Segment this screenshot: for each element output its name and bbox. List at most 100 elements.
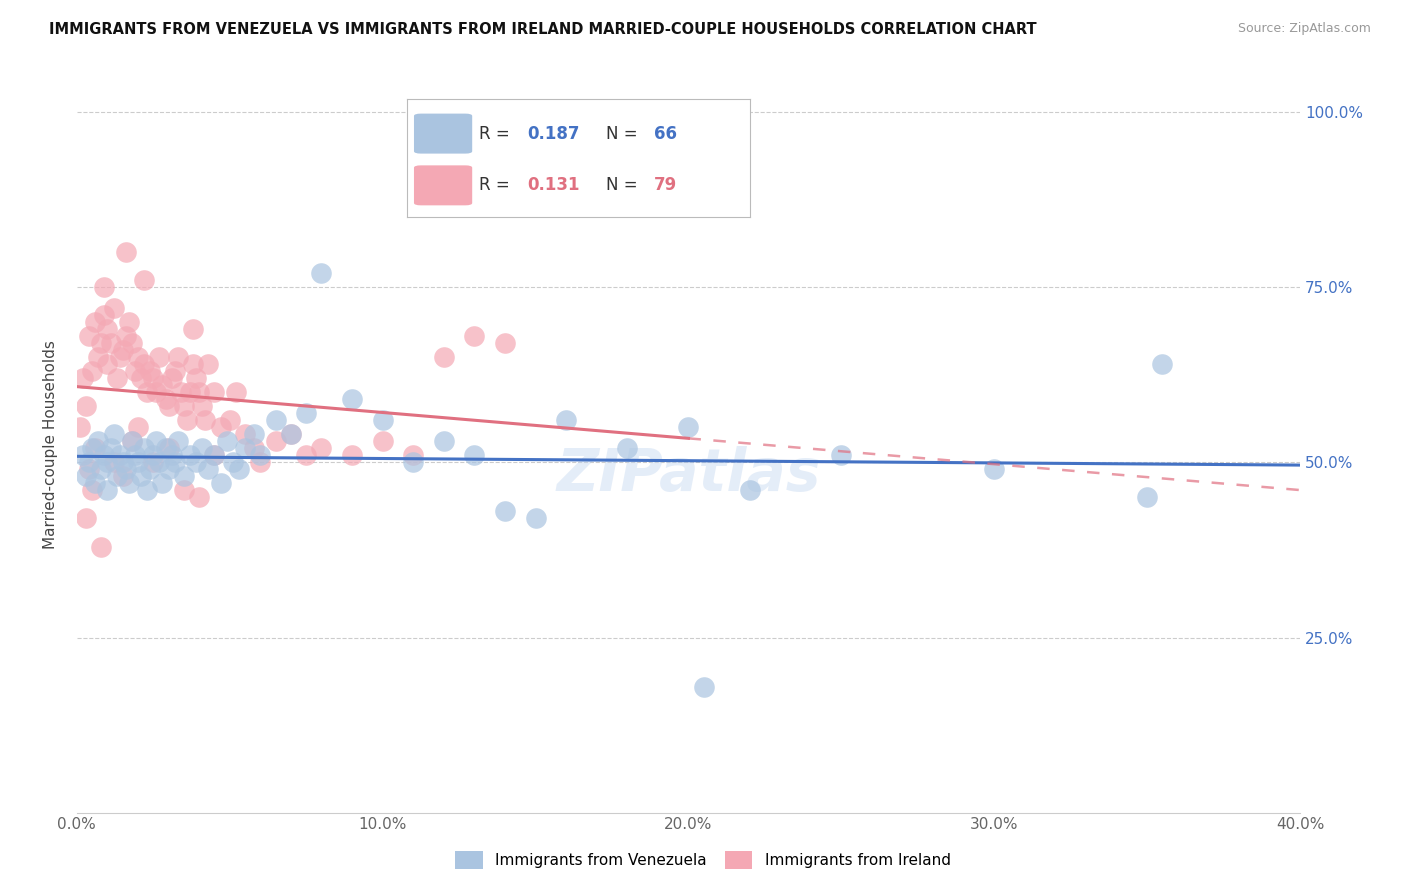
Point <box>463 329 485 343</box>
Point <box>77 462 100 476</box>
Point <box>96 455 118 469</box>
Point <box>134 273 156 287</box>
Point <box>121 434 143 449</box>
Point <box>209 476 232 491</box>
Legend: Immigrants from Venezuela, Immigrants from Ireland: Immigrants from Venezuela, Immigrants fr… <box>449 845 957 875</box>
Point <box>264 413 287 427</box>
Point <box>249 449 271 463</box>
Point <box>103 427 125 442</box>
Point <box>184 371 207 385</box>
Point <box>139 462 162 476</box>
Point <box>100 442 122 456</box>
Point <box>93 309 115 323</box>
Point <box>87 351 110 365</box>
Point <box>84 442 107 456</box>
Point <box>77 455 100 469</box>
Point <box>191 400 214 414</box>
Point <box>1136 491 1159 505</box>
Point <box>103 301 125 316</box>
Point <box>311 442 333 456</box>
Y-axis label: Married-couple Households: Married-couple Households <box>44 341 58 549</box>
Point <box>170 385 193 400</box>
Point <box>494 504 516 518</box>
Point <box>163 455 186 469</box>
Point <box>179 449 201 463</box>
Point <box>371 413 394 427</box>
Point <box>983 462 1005 476</box>
Point <box>204 385 226 400</box>
Point <box>830 449 852 463</box>
Point <box>163 364 186 378</box>
Point <box>280 427 302 442</box>
Point <box>184 455 207 469</box>
Point <box>77 329 100 343</box>
Point <box>105 371 128 385</box>
Point <box>121 434 143 449</box>
Point <box>90 462 112 476</box>
Point <box>90 336 112 351</box>
Point <box>93 280 115 294</box>
Point <box>129 469 152 483</box>
Point <box>148 351 170 365</box>
Point <box>127 351 149 365</box>
Point <box>121 336 143 351</box>
Point <box>157 442 180 456</box>
Point <box>188 385 211 400</box>
Point <box>157 400 180 414</box>
Point <box>678 420 700 434</box>
Point <box>96 483 118 498</box>
Point <box>100 336 122 351</box>
Point <box>204 449 226 463</box>
Point <box>555 413 578 427</box>
Point <box>738 483 761 498</box>
Text: Source: ZipAtlas.com: Source: ZipAtlas.com <box>1237 22 1371 36</box>
Point <box>152 378 174 392</box>
Point <box>494 336 516 351</box>
Point <box>139 364 162 378</box>
Point <box>197 358 219 372</box>
Point <box>145 434 167 449</box>
Point <box>264 434 287 449</box>
Point <box>155 392 177 407</box>
Point <box>233 427 256 442</box>
Point <box>218 413 240 427</box>
Point <box>152 476 174 491</box>
Point <box>136 483 159 498</box>
Point <box>111 455 134 469</box>
Point <box>72 371 94 385</box>
Point <box>225 385 247 400</box>
Point <box>114 462 136 476</box>
Point <box>108 449 131 463</box>
Point <box>173 469 195 483</box>
Point <box>340 392 363 407</box>
Point <box>524 511 547 525</box>
Point <box>82 364 104 378</box>
Point <box>243 442 266 456</box>
Point <box>96 358 118 372</box>
Point <box>105 469 128 483</box>
Point <box>188 491 211 505</box>
Point <box>616 442 638 456</box>
Point <box>82 442 104 456</box>
Point <box>124 364 146 378</box>
Point <box>160 449 183 463</box>
Point <box>142 371 165 385</box>
Point <box>215 434 238 449</box>
Point <box>124 449 146 463</box>
Point <box>118 476 141 491</box>
Point <box>142 449 165 463</box>
Text: IMMIGRANTS FROM VENEZUELA VS IMMIGRANTS FROM IRELAND MARRIED-COUPLE HOUSEHOLDS C: IMMIGRANTS FROM VENEZUELA VS IMMIGRANTS … <box>49 22 1036 37</box>
Point <box>233 442 256 456</box>
Point <box>433 351 456 365</box>
Point <box>75 400 97 414</box>
Point <box>340 449 363 463</box>
Point <box>114 329 136 343</box>
Point <box>75 511 97 525</box>
Point <box>134 442 156 456</box>
Point <box>295 449 318 463</box>
Point <box>114 245 136 260</box>
Point <box>402 455 425 469</box>
Point <box>145 385 167 400</box>
Point <box>166 434 188 449</box>
Point <box>84 476 107 491</box>
